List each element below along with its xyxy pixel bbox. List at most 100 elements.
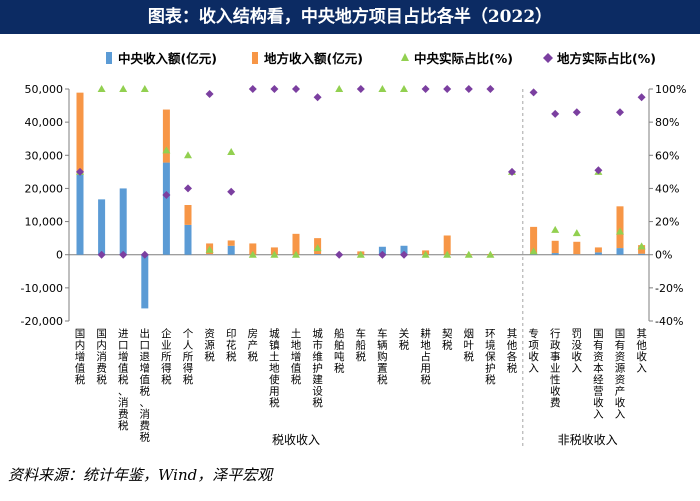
legend-swatch-central_pct [401,53,409,61]
point-central-pct [205,245,214,253]
chart: 中央收入额(亿元) 地方收入额(亿元) 中央实际占比(%) 地方实际占比(%) -20… [21,51,686,449]
point-central-pct [292,250,300,258]
x-tick-label: 资源税 [204,328,215,363]
bar-local [573,241,581,255]
point-local-pct [270,85,279,93]
point-local-pct [594,166,603,175]
point-central-pct [356,250,365,258]
x-tick-label: 土地增值税 [291,327,302,386]
point-central-pct [270,250,279,258]
x-tick-label: 车辆购置税 [377,327,388,386]
x-tick-label: 专项收入 [528,327,539,375]
legend-swatch-local [252,52,258,64]
point-local-pct [248,85,257,93]
x-tick-label: 行政事业性收费 [550,327,561,409]
legend-label-local: 地方收入额(亿元) [264,51,363,66]
y-left-tick-label: 40,000 [25,116,64,129]
point-central-pct [227,147,236,155]
bar-local [162,109,170,163]
point-local-pct [508,167,516,176]
point-local-pct [140,250,149,259]
point-central-pct [551,225,560,233]
y-left-tick-label: -10,000 [21,282,63,295]
legend-label-local_pct: 地方实际占比(%) [557,51,656,66]
x-tick-label: 契税 [442,327,453,352]
legend-swatch-central [106,52,112,64]
y-right-tick-label: 0% [655,249,672,262]
y-right-tick-label: 20% [655,216,679,229]
point-central-pct [529,247,538,255]
point-local-pct [162,191,171,200]
bar-local [184,205,192,225]
x-tick-label: 环境保护税 [485,328,496,386]
bar-local [227,240,235,246]
bar-central [206,254,214,255]
bar-local [249,243,257,255]
group-labels: 税收收入 非税收收入 [272,433,618,447]
point-central-pct [464,250,473,258]
point-central-pct [637,242,646,250]
bar-central [638,253,646,255]
x-tick-label: 船舶吨税 [334,327,345,375]
axes: -20,000 -10,000 0 10,000 20,000 30,000 40,000 5… [21,83,686,449]
point-central-pct [140,85,149,92]
bar-central [551,253,559,255]
bar-central [184,224,192,255]
y-right-tick-label: -20% [655,282,683,295]
source-note: 资料来源：统计年鉴，Wind，泽平宏观 [8,466,273,484]
bar-central [400,245,408,255]
point-central-pct [400,85,408,92]
point-local-pct [97,250,106,259]
x-tick-label: 个人所得税 [183,328,194,386]
x-tick-label: 企业所得税 [161,327,172,386]
bar-local [530,226,538,255]
point-local-pct [227,187,236,196]
y-right-tick-label: 100% [655,83,686,96]
point-local-pct [335,250,344,259]
point-local-pct [76,167,84,176]
x-tick-label: 耕地占用税 [420,327,431,386]
point-central-pct [162,146,171,154]
x-tick-label: 烟叶税 [464,327,475,363]
point-central-pct [616,227,624,235]
legend-label-central: 中央收入额(亿元) [118,51,217,66]
group-label: 税收收入 [272,433,320,447]
x-tick-label: 进口增值税、消费税 [118,328,129,432]
x-tick-label: 城市维护建设税 [312,328,323,409]
y-left-tick-label: 50,000 [25,83,64,96]
bar-local [594,247,602,253]
point-local-pct [464,85,473,93]
x-tick-label: 其他收入 [636,328,647,375]
bar-central [141,254,149,309]
x-tick-label: 房产税 [248,327,259,363]
x-tick-label: 出口退增值税、消费税 [140,327,151,444]
point-central-pct [572,229,581,237]
x-tick-label: 城镇土地使用税 [269,328,280,409]
y-left-tick-label: -20,000 [21,315,63,328]
point-local-pct [443,85,452,93]
bar-local [292,233,300,255]
point-central-pct [421,250,430,258]
bar-central [573,254,581,255]
x-tick-label: 国内增值税 [75,328,86,386]
x-tick-label: 其他各税 [507,328,518,375]
bar-central [76,174,84,255]
bar-central [594,252,602,255]
y-right-tick-label: -40% [655,315,683,328]
bar-central [162,162,170,255]
point-local-pct [184,184,192,193]
point-local-pct [551,109,560,118]
bar-local [551,240,559,254]
x-tick-label: 国有资源资产收入 [615,328,626,421]
point-central-pct [248,250,257,258]
bar-local [616,206,624,249]
point-central-pct [97,85,106,92]
point-central-pct [378,85,387,92]
point-local-pct [572,108,581,117]
point-local-pct [637,93,646,102]
x-tick-labels: 国内增值税国内消费税进口增值税、消费税出口退增值税、消费税企业所得税个人所得税资… [75,327,648,444]
point-local-pct [529,88,538,97]
x-tick-label: 国有资本经营收入 [593,328,604,421]
point-central-pct [119,85,128,92]
point-local-pct [119,250,128,259]
